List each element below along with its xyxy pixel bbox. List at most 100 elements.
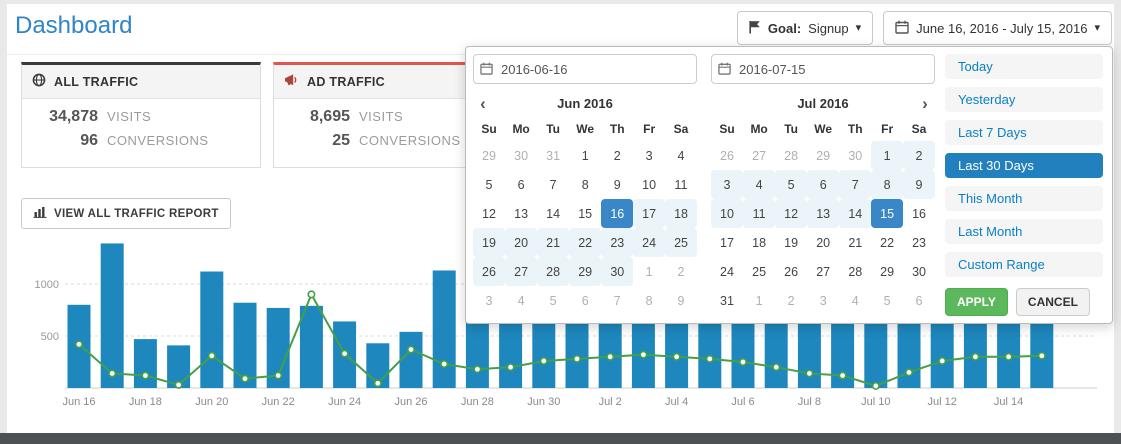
calendar-day[interactable]: 24 <box>720 264 734 279</box>
calendar-day[interactable]: 19 <box>473 228 505 257</box>
calendar-day[interactable]: 2 <box>903 141 935 170</box>
calendar-day[interactable]: 8 <box>645 293 653 308</box>
calendar-day[interactable]: 5 <box>549 293 557 308</box>
calendar-day[interactable]: 29 <box>816 148 831 163</box>
calendar-day[interactable]: 27 <box>752 148 767 163</box>
calendar-day[interactable]: 26 <box>784 264 799 279</box>
range-option-last-30-days[interactable]: Last 30 Days <box>945 153 1103 178</box>
calendar-day[interactable]: 27 <box>504 257 538 286</box>
calendar-day[interactable]: 2 <box>677 264 685 279</box>
calendar-day[interactable]: 28 <box>784 148 799 163</box>
calendar-day[interactable]: 30 <box>912 264 926 279</box>
calendar-day[interactable]: 6 <box>517 177 525 192</box>
range-option-custom-range[interactable]: Custom Range <box>945 252 1103 277</box>
prev-month-button[interactable]: ‹ <box>480 94 486 113</box>
calendar-day[interactable]: 25 <box>665 228 697 257</box>
calendar-day[interactable]: 31 <box>546 148 561 163</box>
calendar-day[interactable]: 6 <box>581 293 589 308</box>
calendar-day[interactable]: 5 <box>485 177 493 192</box>
calendar-day[interactable]: 22 <box>880 235 895 250</box>
calendar-day[interactable]: 30 <box>848 148 863 163</box>
calendar-day[interactable]: 19 <box>784 235 799 250</box>
calendar-day[interactable]: 14 <box>546 206 561 221</box>
calendar-day[interactable]: 12 <box>482 206 496 221</box>
calendar-day[interactable]: 4 <box>851 293 859 308</box>
calendar-day[interactable]: 5 <box>775 170 808 199</box>
calendar-day[interactable]: 4 <box>677 148 685 163</box>
calendar-day[interactable]: 14 <box>839 199 872 228</box>
calendar-day[interactable]: 16 <box>601 199 634 228</box>
calendar-day[interactable]: 4 <box>742 170 776 199</box>
calendar-day[interactable]: 12 <box>775 199 808 228</box>
calendar-day[interactable]: 3 <box>485 293 493 308</box>
calendar-day[interactable]: 22 <box>569 228 602 257</box>
calendar-day[interactable]: 1 <box>755 293 763 308</box>
calendar-day[interactable]: 9 <box>613 177 621 192</box>
calendar-day[interactable]: 20 <box>816 235 831 250</box>
calendar-day[interactable]: 16 <box>912 206 926 221</box>
calendar-day[interactable]: 26 <box>720 148 734 163</box>
range-option-this-month[interactable]: This Month <box>945 186 1103 211</box>
calendar-day[interactable]: 1 <box>645 264 653 279</box>
calendar-day[interactable]: 24 <box>633 228 666 257</box>
calendar-day[interactable]: 1 <box>581 148 589 163</box>
calendar-day[interactable]: 15 <box>578 206 593 221</box>
calendar-day[interactable]: 6 <box>807 170 840 199</box>
calendar-day[interactable]: 28 <box>537 257 570 286</box>
cancel-button[interactable]: CANCEL <box>1015 288 1090 316</box>
calendar-day[interactable]: 9 <box>903 170 935 199</box>
calendar-day[interactable]: 1 <box>871 141 904 170</box>
calendar-day[interactable]: 18 <box>752 235 767 250</box>
calendar-day[interactable]: 26 <box>473 257 505 286</box>
calendar-day[interactable]: 11 <box>674 177 688 192</box>
calendar-day[interactable]: 21 <box>848 235 863 250</box>
range-option-last-7-days[interactable]: Last 7 Days <box>945 120 1103 145</box>
calendar-day[interactable]: 2 <box>787 293 795 308</box>
view-all-traffic-report-button[interactable]: VIEW ALL TRAFFIC REPORT <box>21 198 231 229</box>
calendar-day[interactable]: 23 <box>601 228 634 257</box>
range-option-today[interactable]: Today <box>945 54 1103 79</box>
calendar-day[interactable]: 29 <box>569 257 602 286</box>
calendar-day[interactable]: 23 <box>912 235 926 250</box>
next-month-button[interactable]: › <box>922 94 928 113</box>
calendar-day[interactable]: 9 <box>677 293 685 308</box>
date-range-button[interactable]: June 16, 2016 - July 15, 2016 ▾ <box>883 11 1112 45</box>
calendar-day[interactable]: 21 <box>537 228 570 257</box>
calendar-day[interactable]: 30 <box>514 148 529 163</box>
calendar-day[interactable]: 2 <box>613 148 621 163</box>
range-option-yesterday[interactable]: Yesterday <box>945 87 1103 112</box>
calendar-day[interactable]: 13 <box>807 199 840 228</box>
calendar-day[interactable]: 25 <box>752 264 767 279</box>
calendar-day[interactable]: 18 <box>665 199 697 228</box>
apply-button[interactable]: APPLY <box>945 288 1008 316</box>
calendar-day[interactable]: 6 <box>915 293 923 308</box>
calendar-day[interactable]: 30 <box>601 257 634 286</box>
start-date-input[interactable] <box>473 54 697 84</box>
calendar-day[interactable]: 20 <box>504 228 538 257</box>
end-date-input[interactable] <box>711 54 935 84</box>
calendar-day[interactable]: 3 <box>711 170 743 199</box>
calendar-day[interactable]: 11 <box>742 199 776 228</box>
calendar-day[interactable]: 17 <box>720 235 734 250</box>
calendar-day[interactable]: 13 <box>514 206 529 221</box>
calendar-day[interactable]: 31 <box>720 293 734 308</box>
calendar-day[interactable]: 17 <box>633 199 666 228</box>
range-option-last-month[interactable]: Last Month <box>945 219 1103 244</box>
calendar-day[interactable]: 4 <box>517 293 525 308</box>
calendar-day[interactable]: 7 <box>613 293 621 308</box>
calendar-day[interactable]: 3 <box>819 293 827 308</box>
calendar-day[interactable]: 27 <box>816 264 831 279</box>
calendar-day[interactable]: 10 <box>642 177 657 192</box>
calendar-day[interactable]: 29 <box>482 148 496 163</box>
calendar-day[interactable]: 8 <box>871 170 904 199</box>
calendar-day[interactable]: 28 <box>848 264 863 279</box>
calendar-day[interactable]: 3 <box>645 148 653 163</box>
calendar-day[interactable]: 29 <box>880 264 895 279</box>
calendar-day[interactable]: 15 <box>871 199 904 228</box>
goal-dropdown-button[interactable]: Goal: Signup ▾ <box>736 11 874 45</box>
calendar-day[interactable]: 7 <box>549 177 557 192</box>
calendar-day[interactable]: 5 <box>883 293 891 308</box>
calendar-day[interactable]: 10 <box>711 199 743 228</box>
calendar-day[interactable]: 8 <box>581 177 589 192</box>
calendar-day[interactable]: 7 <box>839 170 872 199</box>
